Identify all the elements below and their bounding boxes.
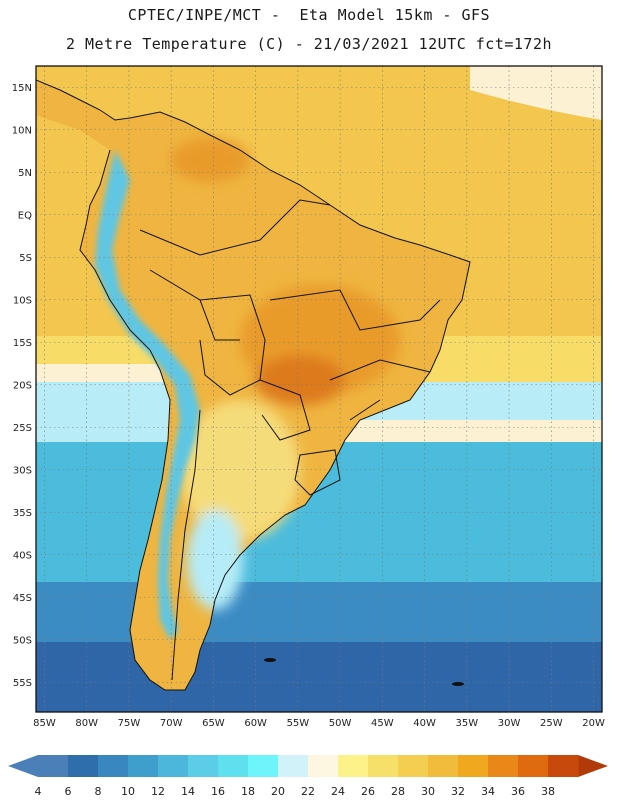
longitude-label: 30W xyxy=(498,718,521,729)
hottest-region-mato-grosso xyxy=(255,355,345,405)
colorbar-swatch xyxy=(248,755,279,777)
colorbar-label: 16 xyxy=(211,785,225,798)
ocean-band-blue xyxy=(36,582,602,642)
longitude-label: 75W xyxy=(118,718,141,729)
hot-region-venezuela xyxy=(170,138,250,182)
colorbar-swatch xyxy=(188,755,219,777)
ocean-patch-cream-northeast xyxy=(470,66,602,120)
colorbar-label: 18 xyxy=(241,785,255,798)
longitude-label: 50W xyxy=(329,718,352,729)
colorbar-swatch xyxy=(428,755,459,777)
colorbar-swatch xyxy=(38,755,69,777)
latitude-label: 10S xyxy=(13,295,32,306)
longitude-label: 20W xyxy=(582,718,605,729)
colorbar-swatch xyxy=(158,755,189,777)
longitude-label: 70W xyxy=(160,718,183,729)
colorbar-swatch xyxy=(278,755,309,777)
colorbar-arrow-high xyxy=(578,755,608,777)
colorbar-swatch xyxy=(68,755,99,777)
border-argentina-chile xyxy=(171,409,201,681)
latitude-label: 40S xyxy=(13,550,32,561)
map-title-line-1: CPTEC/INPE/MCT - Eta Model 15km - GFS xyxy=(127,6,491,24)
colorbar-label: 34 xyxy=(481,785,495,798)
border-paraguay xyxy=(259,379,311,441)
colorbar-swatch xyxy=(458,755,489,777)
colorbar-swatch xyxy=(548,755,579,777)
border-brazil-north xyxy=(139,199,331,256)
latitude-label: 35S xyxy=(13,508,32,519)
latitude-labels: 15N 10N 5N EQ 5S 10S 15S 20S 25S 30S 35S 40S 45S 50S 5… xyxy=(12,83,32,689)
colorbar-label: 32 xyxy=(451,785,465,798)
coastline xyxy=(36,79,471,691)
colorbar-label: 14 xyxy=(181,785,195,798)
colorbar-arrow-low xyxy=(8,755,38,777)
colorbar-swatch xyxy=(308,755,339,777)
longitude-label: 55W xyxy=(287,718,310,729)
longitude-label: 85W xyxy=(33,718,56,729)
latitude-label: 20S xyxy=(13,380,32,391)
colorbar-label: 8 xyxy=(95,785,102,798)
colorbar-label: 36 xyxy=(511,785,525,798)
country-borders xyxy=(36,79,471,691)
falkland-islands xyxy=(264,658,276,662)
longitude-label: 40W xyxy=(413,718,436,729)
latitude-label: EQ xyxy=(18,210,32,221)
colorbar-swatch xyxy=(368,755,399,777)
patagonia-region xyxy=(187,510,243,610)
longitude-label: 80W xyxy=(75,718,98,729)
colorbar-swatch xyxy=(338,755,369,777)
longitude-labels: 85W 80W 75W 70W 65W 60W 55W 50W 45W 40W 35W 30W 25W 2… xyxy=(33,718,605,729)
map-frame xyxy=(35,65,603,713)
map-title-line-2: 2 Metre Temperature (C) - 21/03/2021 12U… xyxy=(65,35,553,53)
colorbar-label: 4 xyxy=(35,785,42,798)
colorbar-swatch xyxy=(128,755,159,777)
latitude-label: 15S xyxy=(13,338,32,349)
temperature-colorbar: 4 6 8 10 12 14 16 18 20 22 24 26 28 30 32 34 36 38 xyxy=(8,755,608,798)
latitude-label: 50S xyxy=(13,635,32,646)
longitude-label: 35W xyxy=(456,718,479,729)
colorbar-label: 22 xyxy=(301,785,315,798)
colorbar-label: 30 xyxy=(421,785,435,798)
latitude-label: 15N xyxy=(12,83,32,94)
latitude-label: 5N xyxy=(18,168,32,179)
colorbar-label: 10 xyxy=(121,785,135,798)
map-field xyxy=(36,66,602,712)
longitude-label: 60W xyxy=(244,718,267,729)
colorbar-label: 26 xyxy=(361,785,375,798)
colorbar-label: 38 xyxy=(541,785,555,798)
longitude-label: 65W xyxy=(202,718,225,729)
colorbar-label: 20 xyxy=(271,785,285,798)
latitude-label: 10N xyxy=(12,125,32,136)
colorbar-swatch xyxy=(218,755,249,777)
latitude-label: 30S xyxy=(13,465,32,476)
south-georgia xyxy=(452,682,464,686)
colorbar-label: 12 xyxy=(151,785,165,798)
colorbar-swatch xyxy=(98,755,129,777)
andes-cold-strip xyxy=(95,150,200,640)
islands xyxy=(264,658,464,686)
border-uruguay xyxy=(294,449,341,496)
longitude-label: 25W xyxy=(540,718,563,729)
colorbar-swatch xyxy=(488,755,519,777)
latitude-label: 5S xyxy=(19,253,32,264)
colorbar-label: 28 xyxy=(391,785,405,798)
longitude-label: 45W xyxy=(371,718,394,729)
colorbar-label: 6 xyxy=(65,785,72,798)
latitude-label: 25S xyxy=(13,423,32,434)
colorbar-swatch xyxy=(518,755,549,777)
latitude-label: 55S xyxy=(13,678,32,689)
border-brazil-states xyxy=(269,289,441,421)
border-peru-brazil xyxy=(149,269,240,341)
colorbar-swatch xyxy=(398,755,429,777)
latitude-label: 45S xyxy=(13,593,32,604)
colorbar-label: 24 xyxy=(331,785,345,798)
ocean-band-deep xyxy=(36,642,602,712)
